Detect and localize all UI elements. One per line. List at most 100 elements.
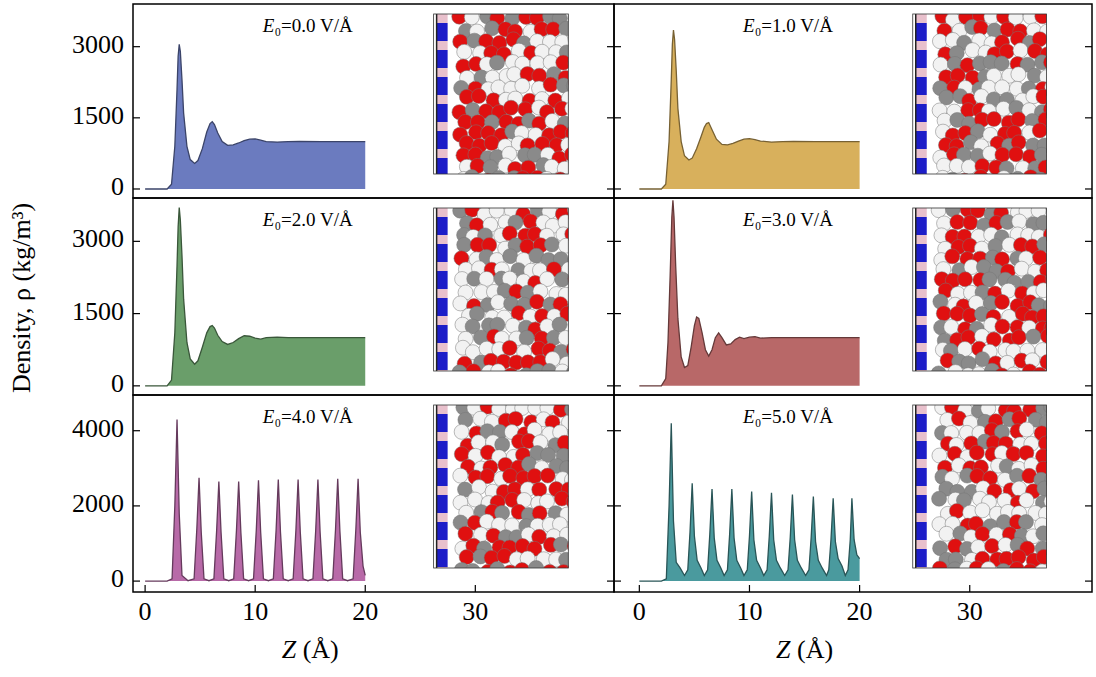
x-tick-label: 0 xyxy=(139,597,152,626)
molecule-atom xyxy=(457,237,472,252)
molecule-atom xyxy=(552,317,567,332)
y-tick-label: 0 xyxy=(111,172,124,201)
panel-title: E₀=0.0 V/Å xyxy=(262,15,353,36)
wall-edge xyxy=(436,208,438,371)
panel: E₀=3.0 V/Å xyxy=(614,198,1092,395)
molecule-atom xyxy=(975,503,990,518)
panel: 0102030E₀=5.0 V/ÅZ (Å) xyxy=(614,395,1092,664)
symbol: E xyxy=(262,406,275,427)
y-tick xyxy=(1085,46,1092,47)
wall-atom xyxy=(437,459,448,468)
molecule-atom xyxy=(995,294,1010,309)
snapshot-inset xyxy=(434,14,569,174)
y-tick xyxy=(1085,580,1092,581)
plot-area xyxy=(145,419,365,581)
density-area xyxy=(145,419,365,581)
wall-atom xyxy=(916,41,927,50)
molecule-atom xyxy=(490,55,505,70)
molecule-atom xyxy=(982,272,997,287)
molecule-atom xyxy=(1014,261,1029,276)
density-area xyxy=(639,200,859,385)
molecule-atom xyxy=(542,363,557,371)
wall-atom xyxy=(916,316,927,325)
wall-atom xyxy=(437,441,448,450)
symbol: E xyxy=(262,209,275,230)
y-tick-label: 3000 xyxy=(72,30,124,59)
molecule-atom xyxy=(969,445,984,460)
wall-atom xyxy=(437,50,448,59)
molecule-atom xyxy=(553,537,568,552)
text-rest: ₀=2.0 V/Å xyxy=(274,209,352,230)
density-line xyxy=(145,208,365,386)
wall-atom xyxy=(916,244,927,253)
wall-atom xyxy=(437,432,448,441)
molecule-atom xyxy=(465,563,480,568)
wall-atom xyxy=(437,298,448,307)
wall-atom xyxy=(437,504,448,513)
molecule-atom xyxy=(559,21,569,36)
wall-atom xyxy=(916,432,927,441)
wall-atom xyxy=(437,307,448,316)
molecule-atom xyxy=(1009,562,1024,568)
molecule-atom xyxy=(564,147,568,162)
wall-atom xyxy=(916,149,927,158)
wall-atom xyxy=(437,104,448,113)
text-rest: (Å) xyxy=(296,635,339,664)
molecule-atom xyxy=(558,330,568,345)
wall-atom xyxy=(437,113,448,122)
wall-atom xyxy=(916,262,927,271)
wall-atom xyxy=(437,531,448,540)
molecule-atom xyxy=(515,78,530,93)
molecule-atom xyxy=(1023,170,1038,174)
symbol: Z xyxy=(282,635,297,664)
panel-frame xyxy=(614,4,1092,198)
density-line xyxy=(639,200,859,385)
y-tick xyxy=(614,241,621,242)
molecule-atom xyxy=(559,238,569,253)
panel-frame xyxy=(614,198,1092,395)
molecule-atom xyxy=(1033,250,1047,265)
plot-area xyxy=(639,423,859,581)
molecule-atom xyxy=(1038,160,1047,174)
molecule-atom xyxy=(504,100,519,115)
molecule-atom xyxy=(457,44,472,59)
wall-atom xyxy=(916,208,927,217)
wall-atom xyxy=(916,495,927,504)
wall-atom xyxy=(916,325,927,334)
symbol: Z xyxy=(776,635,791,664)
molecule-atom xyxy=(452,365,467,371)
wall-atom xyxy=(916,86,927,95)
molecule-atom xyxy=(1032,123,1046,138)
y-axis-title: Density, ρ (kg/m³) xyxy=(7,203,36,393)
molecule-atom xyxy=(464,14,479,25)
wall-atom xyxy=(916,504,927,513)
figure: 015003000E₀=0.0 V/ÅE₀=1.0 V/Å015003000E₀… xyxy=(0,0,1096,677)
molecule-atom xyxy=(464,170,479,174)
panel-frame xyxy=(133,198,614,395)
wall-atom xyxy=(916,343,927,352)
plot-area xyxy=(145,44,365,189)
text-rest: ₀=4.0 V/Å xyxy=(274,406,352,427)
molecule-atom xyxy=(479,271,494,286)
y-tick-label: 3000 xyxy=(72,224,124,253)
symbol: E xyxy=(742,15,755,36)
molecule-atom xyxy=(1044,405,1047,414)
wall-atom xyxy=(916,50,927,59)
molecule-atom xyxy=(975,527,990,542)
molecule-atom xyxy=(453,468,468,483)
inset-frame xyxy=(434,405,569,568)
wall-atom xyxy=(916,459,927,468)
text-rest: ₀=0.0 V/Å xyxy=(274,15,352,36)
wall-atom xyxy=(916,253,927,262)
inset-bg xyxy=(913,14,1047,174)
plot-area xyxy=(639,200,859,385)
wall-atom xyxy=(916,59,927,68)
text-rest: ₀=1.0 V/Å xyxy=(755,15,833,36)
molecule-atom xyxy=(948,365,963,371)
wall-atom xyxy=(437,522,448,531)
panel-title: E₀=1.0 V/Å xyxy=(742,15,833,36)
y-tick xyxy=(133,385,140,386)
panel-title: E₀=5.0 V/Å xyxy=(742,406,833,427)
molecule-atom xyxy=(1018,515,1033,530)
molecule-atom xyxy=(466,364,481,371)
